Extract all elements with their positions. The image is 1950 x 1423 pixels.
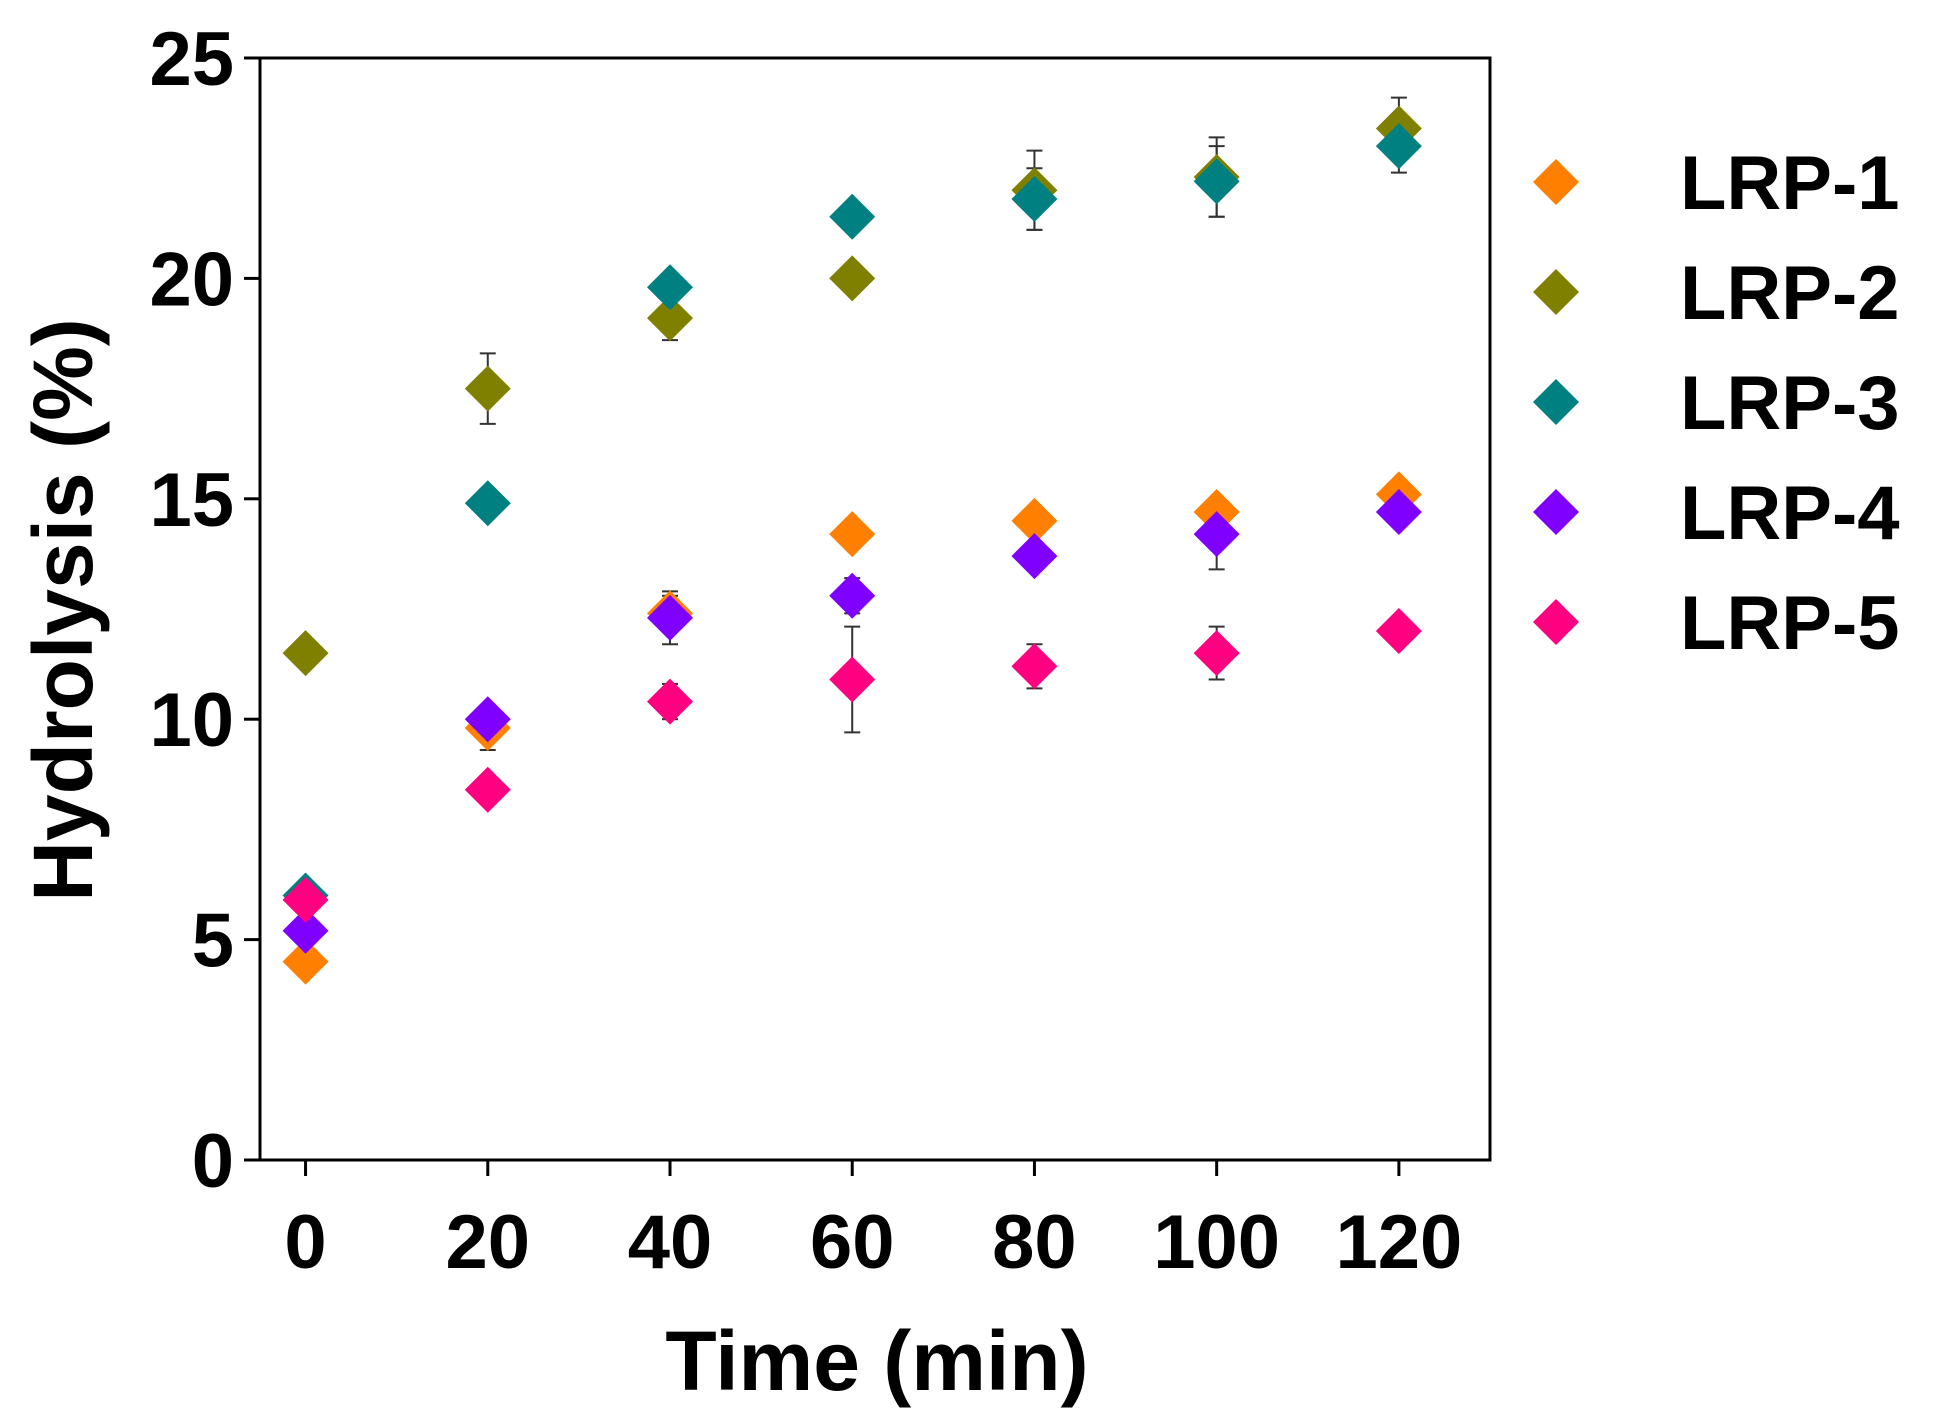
marker-lrp-2 (647, 295, 693, 342)
y-axis-title: Hydrolysis (%) (16, 318, 110, 902)
marker-lrp-4 (464, 696, 511, 743)
marker-lrp-3 (464, 480, 511, 527)
marker-lrp-5 (1375, 608, 1422, 655)
marker-lrp-4 (1375, 489, 1422, 536)
x-tick-label: 60 (810, 1200, 895, 1285)
legend-marker (1533, 489, 1579, 535)
marker-lrp-5 (647, 678, 693, 725)
marker-lrp-4 (282, 907, 329, 954)
legend-label: LRP-2 (1680, 251, 1900, 336)
legend-label: LRP-3 (1680, 361, 1900, 446)
legend-label: LRP-4 (1680, 471, 1900, 556)
legend-marker (1533, 159, 1579, 205)
marker-lrp-4 (829, 572, 876, 619)
marker-lrp-4 (647, 594, 693, 641)
marker-lrp-1 (1011, 497, 1058, 544)
marker-lrp-1 (282, 938, 329, 985)
marker-lrp-4 (1193, 511, 1240, 558)
x-tick-label: 20 (446, 1200, 531, 1285)
x-tick-label: 0 (284, 1200, 326, 1285)
y-tick-label: 20 (149, 237, 234, 322)
y-tick-label: 5 (192, 899, 234, 984)
legend-marker (1533, 599, 1579, 645)
y-tick-label: 15 (149, 458, 234, 543)
y-tick-label: 10 (149, 678, 234, 763)
marker-lrp-3 (647, 264, 693, 311)
marker-lrp-3 (829, 193, 876, 240)
x-axis-title: Time (min) (665, 1314, 1088, 1408)
marker-lrp-4 (1011, 533, 1058, 580)
legend-marker (1533, 269, 1579, 315)
marker-lrp-3 (1011, 176, 1058, 223)
y-tick-label: 0 (192, 1119, 234, 1204)
x-tick-label: 100 (1153, 1200, 1280, 1285)
marker-lrp-5 (1193, 630, 1240, 677)
x-axis: 0 20 40 60 80 100 120 (284, 1160, 1462, 1285)
y-tick-label: 25 (149, 17, 234, 102)
marker-lrp-5 (464, 766, 511, 813)
marker-lrp-2 (464, 365, 511, 412)
y-axis: 0 5 10 15 20 25 (149, 17, 260, 1204)
x-tick-label: 80 (992, 1200, 1077, 1285)
marker-lrp-1 (829, 511, 876, 558)
marker-lrp-3 (1193, 158, 1240, 205)
plot-frame (258, 56, 1492, 1162)
marker-lrp-2 (829, 255, 876, 302)
legend-label: LRP-1 (1680, 141, 1900, 226)
legend-label: LRP-5 (1680, 581, 1900, 666)
x-tick-label: 40 (628, 1200, 713, 1285)
legend: LRP-1 LRP-2 LRP-3 LRP-4 LRP-5 (1533, 141, 1900, 666)
legend-marker (1533, 379, 1579, 425)
marker-lrp-3 (1375, 123, 1422, 170)
x-tick-label: 120 (1335, 1200, 1462, 1285)
data-points (282, 105, 1422, 985)
marker-lrp-5 (282, 876, 329, 923)
marker-lrp-2 (282, 630, 329, 677)
marker-lrp-5 (1011, 643, 1058, 690)
marker-lrp-5 (829, 656, 876, 703)
